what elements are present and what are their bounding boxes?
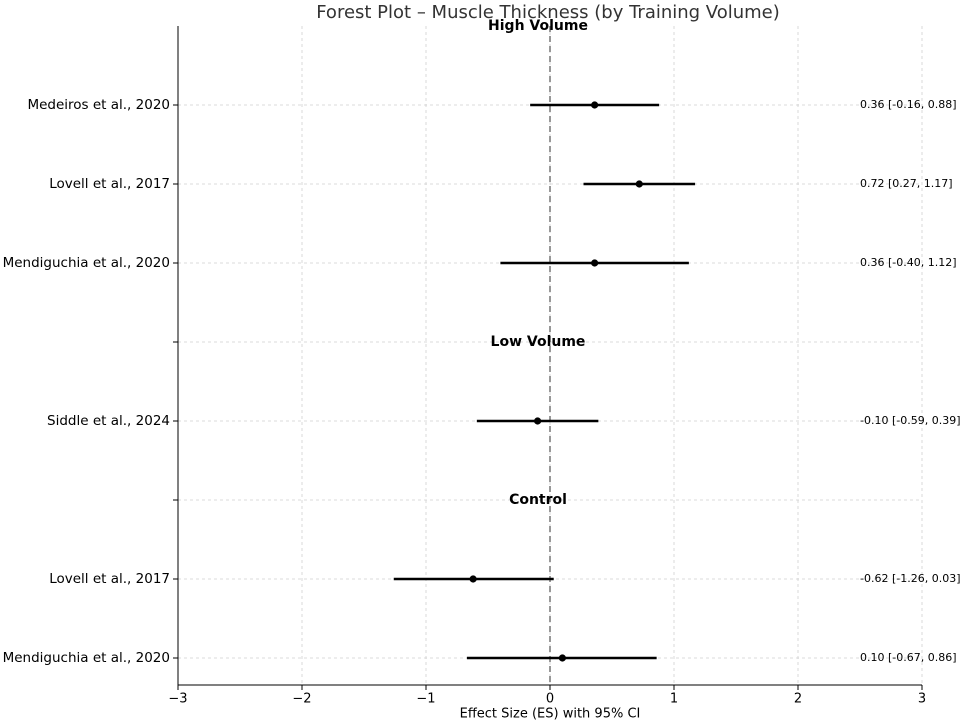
point-estimate bbox=[534, 417, 542, 425]
y-tick-label: Lovell et al., 2017 bbox=[49, 176, 170, 192]
y-tick-label: Mendiguchia et al., 2020 bbox=[3, 650, 170, 666]
x-tick-label: −1 bbox=[416, 692, 435, 707]
x-tick-label: 1 bbox=[670, 692, 678, 707]
x-tick-label: −3 bbox=[168, 692, 187, 707]
x-axis-label: Effect Size (ES) with 95% CI bbox=[460, 707, 641, 722]
x-tick-label: 2 bbox=[794, 692, 802, 707]
x-tick-label: −2 bbox=[292, 692, 311, 707]
x-tick-label: 0 bbox=[546, 692, 554, 707]
group-heading: Control bbox=[509, 492, 567, 508]
value-label: 0.36 [-0.16, 0.88] bbox=[860, 98, 957, 111]
chart-title: Forest Plot – Muscle Thickness (by Train… bbox=[316, 2, 780, 23]
y-tick-label: Siddle et al., 2024 bbox=[47, 413, 170, 429]
y-tick-label: Medeiros et al., 2020 bbox=[27, 97, 170, 113]
group-heading: High Volume bbox=[488, 18, 588, 34]
x-tick-label: 3 bbox=[918, 692, 926, 707]
value-label: -0.62 [-1.26, 0.03] bbox=[860, 572, 961, 585]
point-estimate bbox=[469, 575, 477, 583]
value-label: -0.10 [-0.59, 0.39] bbox=[860, 414, 961, 427]
point-estimate bbox=[635, 180, 643, 188]
group-heading: Low Volume bbox=[491, 334, 586, 350]
value-label: 0.10 [-0.67, 0.86] bbox=[860, 651, 957, 664]
point-estimate bbox=[591, 101, 599, 109]
point-estimate bbox=[591, 259, 599, 267]
value-label: 0.36 [-0.40, 1.12] bbox=[860, 256, 957, 269]
value-label: 0.72 [0.27, 1.17] bbox=[860, 177, 953, 190]
y-tick-label: Lovell et al., 2017 bbox=[49, 571, 170, 587]
y-tick-label: Mendiguchia et al., 2020 bbox=[3, 255, 170, 271]
point-estimate bbox=[558, 654, 567, 662]
